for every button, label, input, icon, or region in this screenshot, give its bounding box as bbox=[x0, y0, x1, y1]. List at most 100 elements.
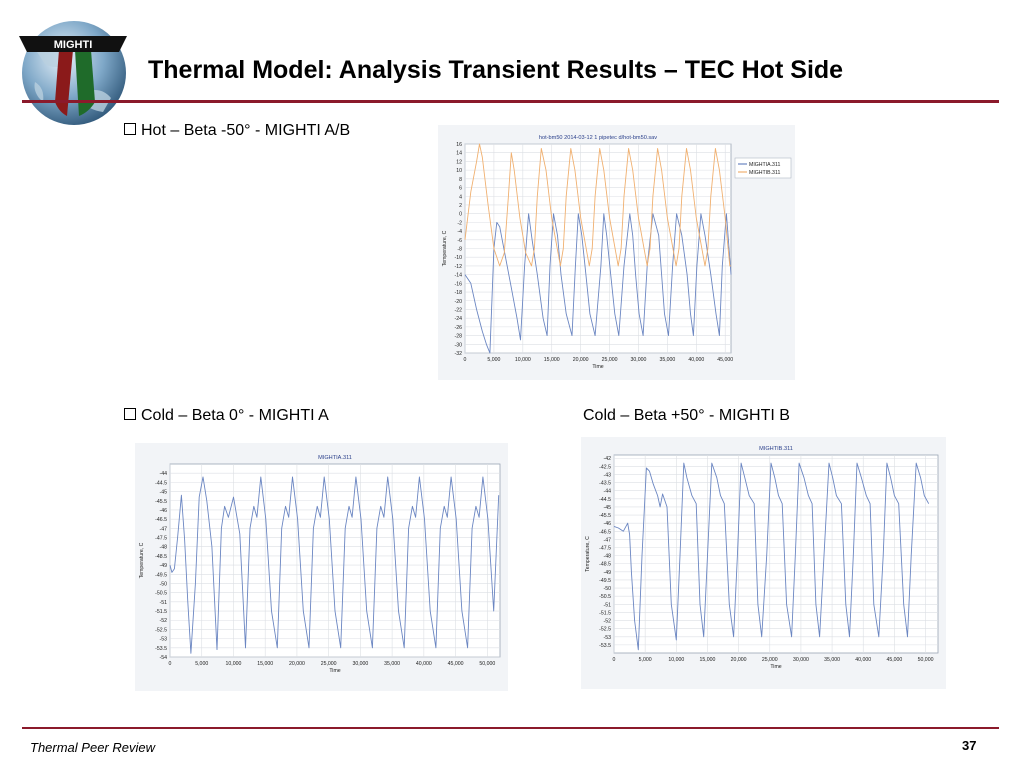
x-tick-label: 20,000 bbox=[289, 661, 305, 667]
y-tick-label: -8 bbox=[457, 247, 462, 253]
y-tick-label: 10 bbox=[456, 168, 462, 174]
y-tick-label: -47 bbox=[604, 537, 612, 543]
y-tick-label: -30 bbox=[455, 342, 463, 348]
x-axis-label: Time bbox=[592, 364, 603, 370]
y-tick-label: -50 bbox=[160, 581, 168, 587]
x-tick-label: 45,000 bbox=[717, 357, 733, 363]
x-tick-label: 50,000 bbox=[479, 661, 495, 667]
y-tick-label: -24 bbox=[455, 316, 463, 322]
bullet-cold-beta-0: Cold – Beta 0° - MIGHTI A bbox=[124, 407, 329, 425]
x-tick-label: 20,000 bbox=[573, 357, 589, 363]
y-tick-label: -50 bbox=[604, 586, 612, 592]
series-line bbox=[613, 462, 930, 651]
bullet-box-icon bbox=[124, 123, 136, 135]
y-tick-label: -49 bbox=[604, 570, 612, 576]
y-tick-label: -52.5 bbox=[155, 627, 167, 633]
y-tick-label: -44.5 bbox=[599, 497, 611, 503]
y-tick-label: -16 bbox=[455, 281, 463, 287]
x-axis-label: Time bbox=[770, 664, 781, 670]
chart-title: MIGHTIB.311 bbox=[759, 446, 793, 452]
y-tick-label: -45.5 bbox=[599, 513, 611, 519]
bullet-box-icon bbox=[124, 408, 136, 420]
x-tick-label: 35,000 bbox=[824, 657, 840, 663]
y-tick-label: -48 bbox=[160, 545, 168, 551]
y-tick-label: -44.5 bbox=[155, 480, 167, 486]
footer-text: Thermal Peer Review bbox=[30, 740, 155, 755]
y-tick-label: -12 bbox=[455, 264, 463, 270]
y-tick-label: -51 bbox=[604, 602, 612, 608]
series-line bbox=[169, 476, 500, 654]
y-tick-label: -51.5 bbox=[599, 610, 611, 616]
series-line bbox=[464, 143, 731, 267]
x-tick-label: 25,000 bbox=[602, 357, 618, 363]
x-tick-label: 5,000 bbox=[639, 657, 652, 663]
chart-title: hot-bm50 2014-03-12 1 pipetec d/hot-bm50… bbox=[539, 135, 657, 141]
x-tick-label: 10,000 bbox=[226, 661, 242, 667]
y-tick-label: -44 bbox=[160, 471, 168, 477]
x-tick-label: 15,000 bbox=[257, 661, 273, 667]
y-tick-label: 12 bbox=[456, 159, 462, 165]
chart-cold-mighti-a: -54 -53.5 -53 -52.5 -52 -51.5 -51 -50.5 -50 -49.5… bbox=[135, 443, 508, 691]
y-tick-label: -20 bbox=[455, 299, 463, 305]
x-tick-label: 15,000 bbox=[700, 657, 716, 663]
y-tick-label: -44 bbox=[604, 489, 612, 495]
y-tick-label: -10 bbox=[455, 255, 463, 261]
y-tick-label: -6 bbox=[457, 238, 462, 244]
y-tick-label: -43 bbox=[604, 472, 612, 478]
y-axis-label: Temperature, C bbox=[442, 230, 448, 266]
x-tick-label: 25,000 bbox=[762, 657, 778, 663]
y-axis-label: Temperature, C bbox=[139, 542, 145, 578]
y-tick-label: -49 bbox=[160, 563, 168, 569]
y-tick-label: -47 bbox=[160, 526, 168, 532]
y-tick-label: 0 bbox=[459, 212, 462, 218]
y-tick-label: -49.5 bbox=[599, 578, 611, 584]
y-tick-label: -4 bbox=[457, 229, 462, 235]
y-tick-label: -54 bbox=[160, 655, 168, 661]
y-tick-label: -53 bbox=[604, 635, 612, 641]
chart-cold-mighti-b: -53.5 -53 -52.5 -52 -51.5 -51 -50.5 -50 -49.5 -49… bbox=[581, 437, 946, 689]
y-tick-label: -43.5 bbox=[599, 481, 611, 487]
series-line bbox=[464, 213, 732, 354]
title-rule bbox=[22, 100, 999, 103]
x-tick-label: 40,000 bbox=[416, 661, 432, 667]
y-tick-label: -32 bbox=[455, 351, 463, 357]
y-axis-label: Temperature, C bbox=[585, 536, 591, 572]
bullet-text: Hot – Beta -50° - MIGHTI A/B bbox=[141, 122, 351, 139]
x-tick-label: 10,000 bbox=[668, 657, 684, 663]
y-tick-label: -14 bbox=[455, 273, 463, 279]
bullet-text: Cold – Beta 0° - MIGHTI A bbox=[141, 407, 329, 424]
plot-area bbox=[613, 454, 939, 654]
y-tick-label: -52 bbox=[604, 619, 612, 625]
y-tick-label: -51 bbox=[160, 600, 168, 606]
x-tick-label: 40,000 bbox=[855, 657, 871, 663]
y-tick-label: -52 bbox=[160, 618, 168, 624]
y-tick-label: -26 bbox=[455, 325, 463, 331]
y-tick-label: -47.5 bbox=[599, 546, 611, 552]
x-tick-label: 35,000 bbox=[659, 357, 675, 363]
x-tick-label: 5,000 bbox=[195, 661, 208, 667]
bullet-hot-beta-m50: Hot – Beta -50° - MIGHTI A/B bbox=[124, 122, 350, 140]
x-tick-label: 25,000 bbox=[321, 661, 337, 667]
x-tick-label: 45,000 bbox=[886, 657, 902, 663]
x-tick-label: 20,000 bbox=[731, 657, 747, 663]
y-tick-label: -48.5 bbox=[155, 554, 167, 560]
y-tick-label: -46.5 bbox=[599, 529, 611, 535]
x-axis-label: Time bbox=[329, 668, 340, 674]
y-tick-label: -2 bbox=[457, 220, 462, 226]
y-tick-label: -53 bbox=[160, 637, 168, 643]
y-tick-label: -50.5 bbox=[155, 591, 167, 597]
y-tick-label: -48.5 bbox=[599, 562, 611, 568]
footer-rule bbox=[22, 727, 999, 729]
bullet-text: Cold – Beta +50° - MIGHTI B bbox=[583, 407, 790, 424]
y-tick-label: -46 bbox=[604, 521, 612, 527]
x-tick-label: 5,000 bbox=[487, 357, 500, 363]
y-tick-label: -22 bbox=[455, 307, 463, 313]
y-tick-label: -53.5 bbox=[599, 643, 611, 649]
x-tick-label: 30,000 bbox=[793, 657, 809, 663]
y-tick-label: 16 bbox=[456, 142, 462, 148]
x-tick-label: 40,000 bbox=[688, 357, 704, 363]
y-tick-label: -47.5 bbox=[155, 536, 167, 542]
y-tick-label: -45.5 bbox=[155, 499, 167, 505]
bullet-cold-beta-p50: Cold – Beta +50° - MIGHTI B bbox=[583, 407, 790, 425]
legend-label: MIGHTIA.311 bbox=[749, 162, 780, 168]
